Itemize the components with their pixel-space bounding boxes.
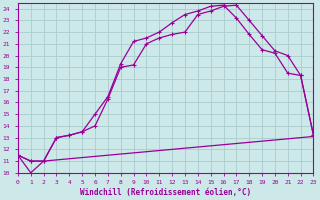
X-axis label: Windchill (Refroidissement éolien,°C): Windchill (Refroidissement éolien,°C): [80, 188, 251, 197]
